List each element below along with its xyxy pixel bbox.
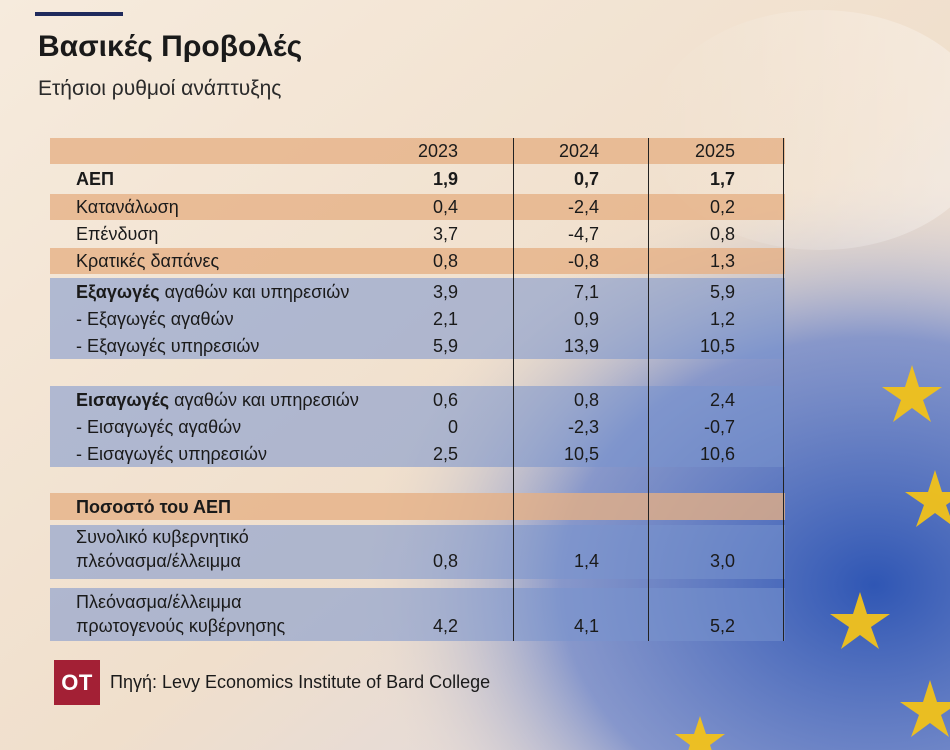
column-header-2023: 2023	[417, 141, 458, 161]
table-cell: 2,4	[709, 390, 735, 410]
table-cell: -4,7	[567, 224, 599, 244]
table-cell: 7,1	[573, 282, 599, 302]
row-label-deficit-line1: Συνολικό κυβερνητικό	[76, 527, 249, 547]
table-cell: 3,0	[709, 551, 735, 571]
table-cell: 0,2	[709, 197, 735, 217]
row-label-exports: Εξαγωγές αγαθών και υπηρεσιών	[76, 279, 349, 305]
row-label-primary-line2: πρωτογενούς κυβέρνησης	[76, 616, 286, 636]
table-cell: 3,7	[432, 224, 458, 244]
table-cell: 0,7	[573, 169, 599, 189]
imports-band	[50, 386, 785, 467]
table-cell: 4,2	[432, 616, 458, 636]
row-label-imports: Εισαγωγές αγαθών και υπηρεσιών	[76, 387, 359, 413]
column-divider	[783, 138, 784, 641]
table-cell: -0,8	[567, 251, 599, 271]
row-label-services-imports: - Εισαγωγές υπηρεσιών	[76, 444, 267, 464]
row-label-rest: αγαθών και υπηρεσιών	[159, 282, 350, 302]
table-cell: 2,1	[432, 309, 458, 329]
row-label-gdp: ΑΕΠ	[76, 169, 115, 189]
table-cell: 10,6	[699, 444, 735, 464]
table-cell: 1,2	[709, 309, 735, 329]
table-cell: 0,8	[573, 390, 599, 410]
gdp-share-band	[50, 493, 785, 520]
table-cell: 1,3	[709, 251, 735, 271]
table-cell: 0,8	[432, 251, 458, 271]
table-cell: 0,6	[432, 390, 458, 410]
header-band	[50, 138, 785, 164]
row-label-bold: Εισαγωγές	[76, 390, 170, 410]
row-band	[50, 248, 785, 274]
section-label-gdp-share: Ποσοστό του ΑΕΠ	[76, 497, 231, 517]
row-label-consumption: Κατανάλωση	[76, 197, 179, 217]
table-cell: 1,4	[573, 551, 599, 571]
ot-logo: OT	[54, 660, 100, 705]
table-cell: 1,7	[709, 169, 735, 189]
table-cell: 1,9	[432, 169, 458, 189]
column-header-2024: 2024	[558, 141, 599, 161]
table-cell: 0,8	[709, 224, 735, 244]
table-cell: 2,5	[432, 444, 458, 464]
table-cell: -2,3	[567, 417, 599, 437]
row-label-services-exports: - Εξαγωγές υπηρεσιών	[76, 336, 260, 356]
table-cell: 10,5	[563, 444, 599, 464]
exports-band	[50, 278, 785, 359]
row-label-deficit-line2: πλεόνασμα/έλλειμμα	[76, 551, 241, 571]
row-label-rest: αγαθών και υπηρεσιών	[169, 390, 359, 410]
page-title: Βασικές Προβολές	[38, 30, 303, 63]
source-note: Πηγή: Levy Economics Institute of Bard C…	[110, 672, 491, 692]
table-cell: 0,8	[432, 551, 458, 571]
table-cell: 3,9	[432, 282, 458, 302]
row-band	[50, 194, 785, 220]
top-accent-rule	[35, 12, 123, 16]
primary-deficit-band	[50, 588, 785, 641]
table-cell: 13,9	[563, 336, 599, 356]
table-cell: 0,4	[432, 197, 458, 217]
row-label-government-spending: Κρατικές δαπάνες	[76, 251, 220, 271]
page-subtitle: Ετήσιοι ρυθμοί ανάπτυξης	[38, 77, 282, 100]
footer: OT Πηγή: Levy Economics Institute of Bar…	[54, 660, 490, 705]
table-cell: 0,9	[573, 309, 599, 329]
table-cell: 5,2	[709, 616, 735, 636]
column-divider	[513, 138, 514, 641]
row-label-primary-line1: Πλεόνασμα/έλλειμμα	[76, 592, 242, 612]
table-cell: 10,5	[699, 336, 735, 356]
table-cell: 5,9	[709, 282, 735, 302]
table-cell: -2,4	[567, 197, 599, 217]
table-cell: 5,9	[432, 336, 458, 356]
deficit-band	[50, 525, 785, 579]
row-label-goods-imports: - Εισαγωγές αγαθών	[76, 417, 242, 437]
projections-table: 2023 2024 2025 ΑΕΠ 1,9 0,7 1,7 Κατανάλωσ…	[50, 138, 785, 641]
table-cell: -0,7	[703, 417, 735, 437]
row-label-investment: Επένδυση	[76, 224, 159, 244]
table-cell: 4,1	[573, 616, 599, 636]
row-label-bold: Εξαγωγές	[76, 282, 160, 302]
table-cell: 0	[447, 417, 458, 437]
row-label-goods-exports: - Εξαγωγές αγαθών	[76, 309, 234, 329]
column-divider	[648, 138, 649, 641]
column-header-2025: 2025	[694, 141, 735, 161]
